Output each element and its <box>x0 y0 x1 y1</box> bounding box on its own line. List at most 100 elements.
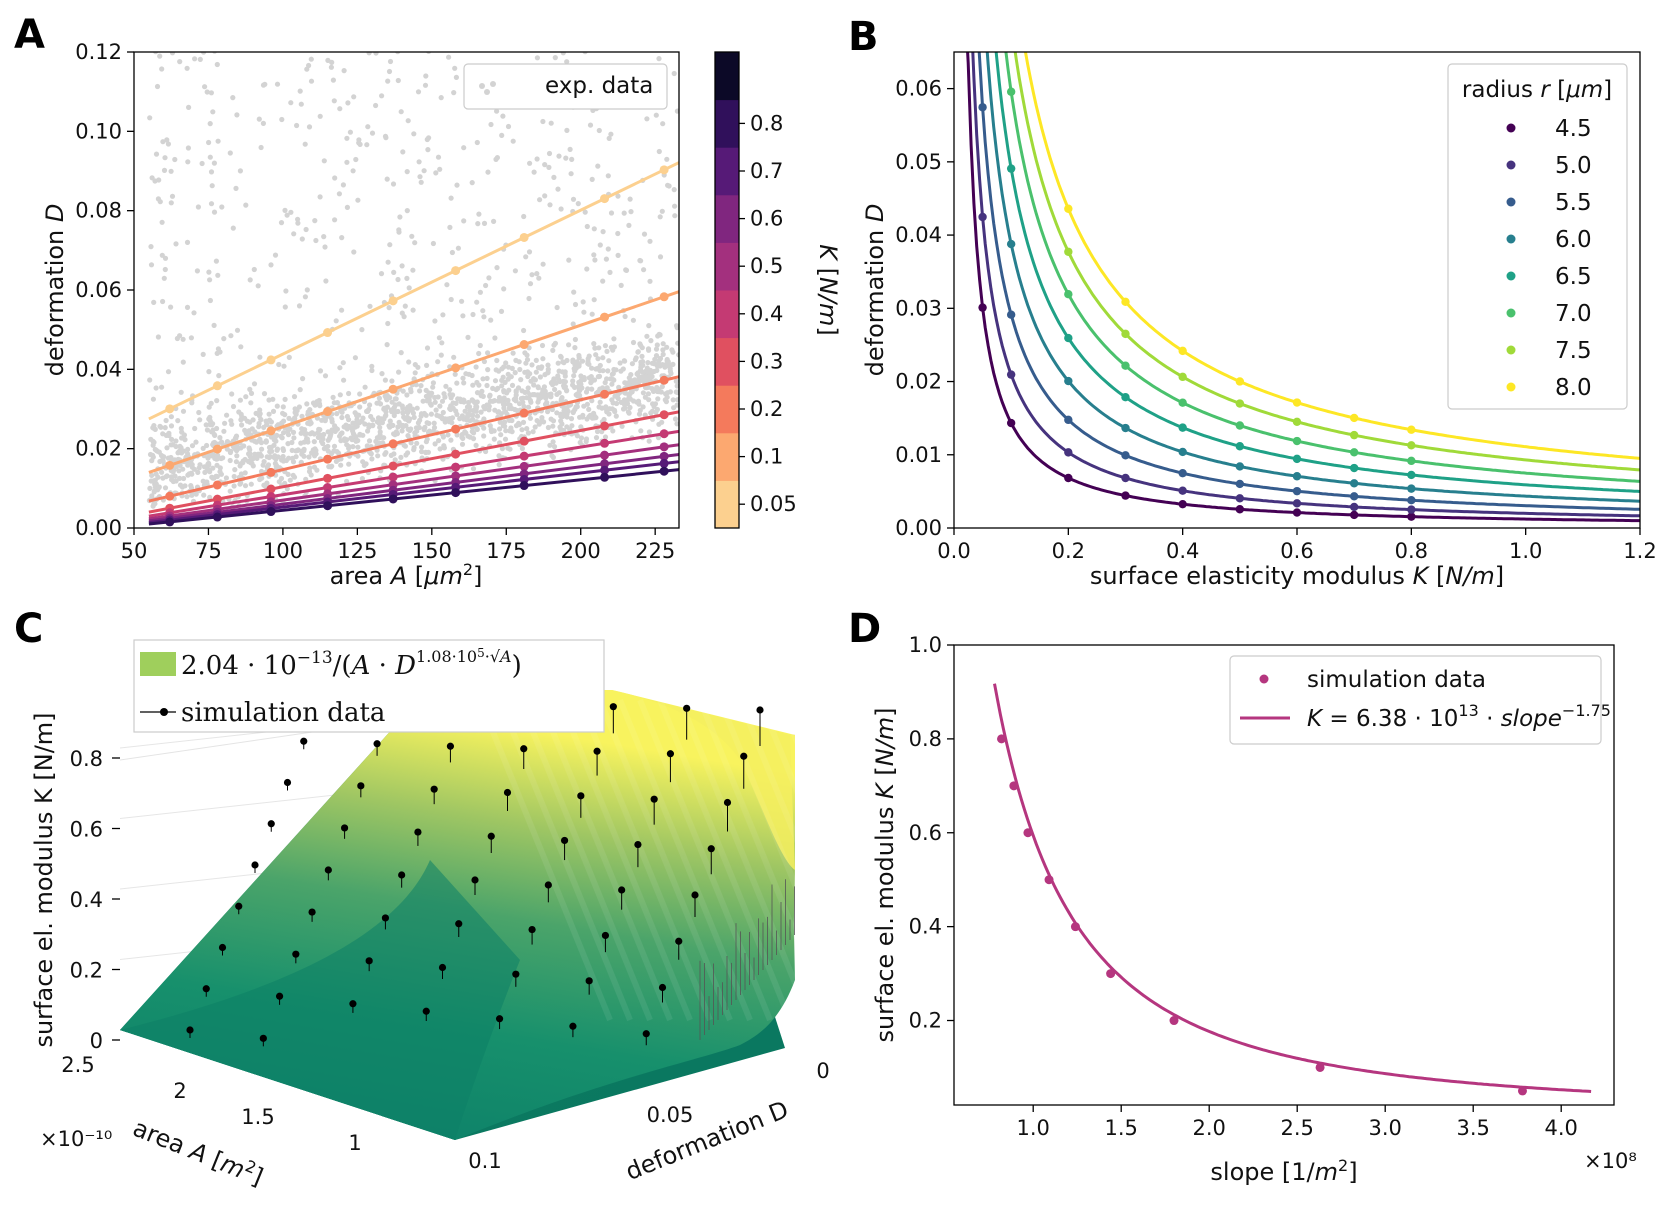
y-tick-label: 0.2 <box>909 1009 942 1033</box>
colorbar-segment <box>715 52 739 101</box>
sim-point-k-0.4 <box>519 451 529 461</box>
exp-data-point <box>490 385 496 391</box>
sim-point-r-8.0 <box>1349 413 1359 423</box>
x-tick-label: 0.2 <box>1052 539 1085 563</box>
exp-data-point <box>563 155 569 161</box>
exp-data-point <box>178 389 184 395</box>
sim-point <box>1517 1086 1527 1096</box>
exp-data-point <box>593 352 599 358</box>
legend-label-r-6.5: 6.5 <box>1555 264 1592 290</box>
exp-data-point <box>274 81 281 87</box>
exp-data-point <box>170 469 176 475</box>
exp-data-point <box>664 344 670 350</box>
exp-data-point <box>185 446 191 452</box>
sim-point-r-7.0 <box>1407 456 1416 466</box>
y-tick-label: 1.5 <box>241 1105 274 1129</box>
exp-data-point <box>257 354 263 360</box>
exp-data-point <box>470 311 476 318</box>
exp-data-point <box>160 475 166 481</box>
x-tick-label: 75 <box>195 539 222 563</box>
exp-data-point <box>423 439 429 445</box>
exp-data-point <box>548 380 555 386</box>
exp-data-point <box>323 278 329 284</box>
exp-data-point <box>492 407 498 413</box>
exp-data-point <box>408 426 414 432</box>
sim-point <box>422 1007 430 1015</box>
exp-data-point <box>481 416 487 422</box>
exp-data-point <box>446 54 452 60</box>
exp-data-point <box>444 31 449 36</box>
colorbar-frame <box>714 51 740 529</box>
mesh-stripe <box>777 698 913 1022</box>
exp-data-point <box>376 400 382 406</box>
exp-data-point <box>594 428 601 435</box>
exp-data-point <box>156 485 162 491</box>
exp-data-point <box>420 398 426 404</box>
exp-data-point <box>499 446 505 452</box>
exp-data-point <box>147 377 153 383</box>
exp-data-point <box>646 397 652 403</box>
exp-data-point <box>214 398 220 404</box>
exp-data-point <box>169 436 175 442</box>
y-axis-label: surface el. modulus K [N/m] <box>871 707 899 1042</box>
exp-data-point <box>355 444 361 450</box>
exp-data-point <box>202 84 208 90</box>
exp-data-point <box>611 407 618 413</box>
exp-data-point <box>535 365 542 371</box>
exp-data-point <box>589 311 595 317</box>
exp-data-point <box>531 376 537 382</box>
exp-data-point <box>161 454 167 460</box>
sim-point-k-0.1 <box>519 340 529 350</box>
exp-data-point <box>632 357 639 363</box>
exp-data-point <box>259 45 264 50</box>
legend-title: radius r [μm] <box>1462 77 1612 103</box>
mesh-stripe <box>517 698 653 1022</box>
exp-data-point <box>423 412 429 418</box>
sim-point <box>495 1015 504 1023</box>
exp-data-point <box>619 17 624 22</box>
exp-data-point <box>153 471 159 477</box>
legend-label-r-6.0: 6.0 <box>1555 227 1592 253</box>
exp-data-point <box>212 439 218 446</box>
exp-data-point <box>285 471 291 477</box>
exp-data-point <box>448 195 454 201</box>
y-tick-label: 0.00 <box>75 516 122 540</box>
exp-data-point <box>200 351 206 357</box>
exp-data-point <box>396 369 402 375</box>
exp-data-point <box>220 455 226 461</box>
exp-data-point <box>184 65 190 71</box>
exp-data-point <box>155 334 161 340</box>
exp-data-point <box>448 437 454 443</box>
exp-data-point <box>237 397 243 403</box>
exp-data-point <box>257 476 263 483</box>
x-tick-label: 200 <box>561 539 601 563</box>
sim-point-k-0.4 <box>600 438 610 448</box>
exp-data-point <box>280 404 286 410</box>
exp-data-point <box>331 443 338 449</box>
exp-data-point <box>250 417 256 423</box>
exp-data-point <box>656 331 662 337</box>
exp-data-point <box>610 377 616 383</box>
exp-data-point <box>618 282 624 288</box>
sim-point-r-8.0 <box>1407 425 1416 434</box>
sim-point-k-0.1 <box>165 460 175 470</box>
x-ticks: 0 0.05 0.1 <box>468 1059 829 1173</box>
sim-point-r-4.5 <box>1235 505 1245 514</box>
exp-data-point <box>370 417 376 423</box>
legend-marker-sim <box>1259 674 1269 684</box>
exp-data-point <box>460 313 466 319</box>
exp-data-point <box>430 384 436 390</box>
exp-data-point <box>571 289 577 295</box>
sim-point-k-0.05 <box>266 355 276 365</box>
exp-data-point <box>601 7 606 12</box>
exp-data-point <box>308 56 314 62</box>
exp-data-point <box>228 333 234 339</box>
exp-data-point <box>263 439 269 445</box>
exp-data-point <box>279 116 285 123</box>
exp-data-point <box>574 359 580 365</box>
exp-data-point <box>149 458 155 464</box>
legend-marker-r-8.0 <box>1506 382 1516 392</box>
y-ticks: 0.2 0.4 0.6 0.8 1.0 <box>909 633 954 1033</box>
exp-data-point <box>484 375 490 381</box>
sim-point <box>259 1034 267 1042</box>
